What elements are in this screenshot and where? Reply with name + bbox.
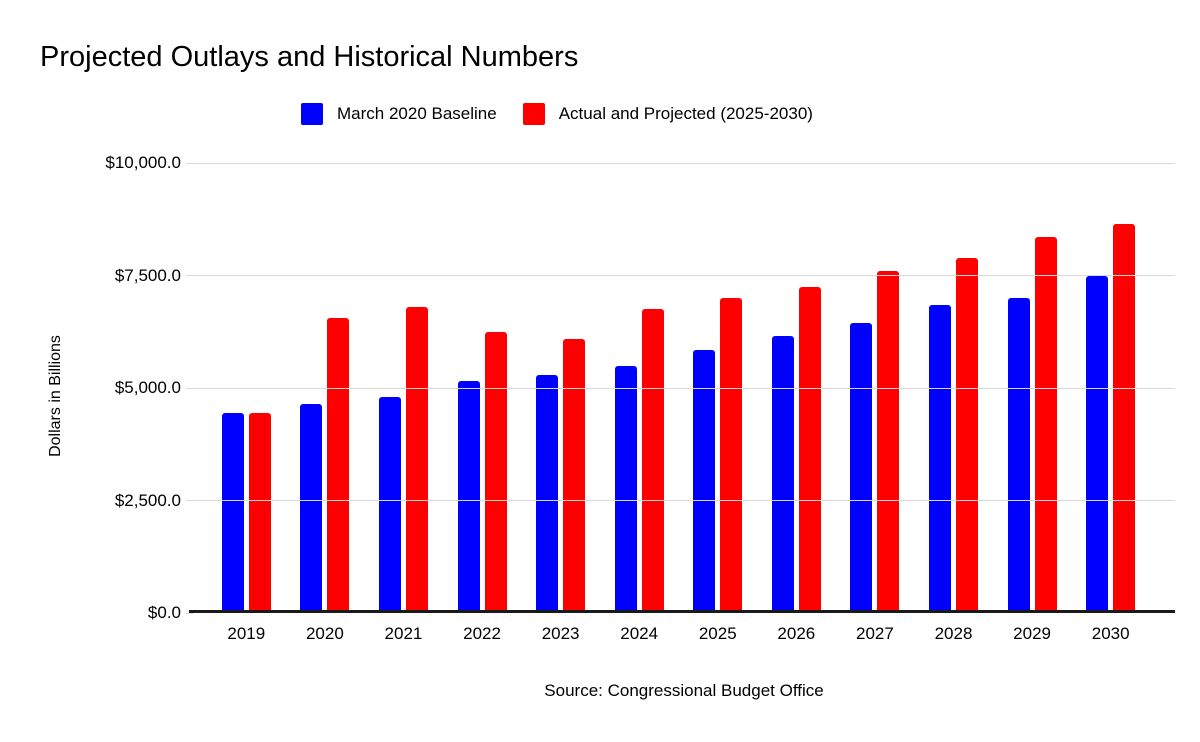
bar-2021-actual [405, 307, 428, 613]
x-tick-label-2028: 2028 [934, 624, 973, 643]
bar-2027-baseline [850, 322, 873, 613]
legend-label: Actual and Projected (2025-2030) [558, 104, 813, 123]
bar-2020-actual [327, 318, 350, 613]
bar-2025-baseline [693, 349, 716, 613]
legend: March 2020 Baseline Actual and Projected … [301, 103, 813, 125]
x-axis-line [189, 610, 1175, 613]
y-axis-labels: $0.0 $2,500.0 $5,000.0 $7,500.0 $10,000.0 [0, 0, 181, 742]
y-tick-mark [186, 500, 193, 501]
gridline [193, 162, 1175, 164]
bar-2024-actual [641, 309, 664, 613]
bar-group-2028 [914, 163, 993, 613]
bar-2020-baseline [300, 403, 323, 613]
bar-2022-actual [484, 331, 507, 613]
bar-group-2026 [757, 163, 836, 613]
x-tick-label-2024: 2024 [620, 624, 659, 643]
x-tick-label-2026: 2026 [777, 624, 816, 643]
bar-2029-baseline [1007, 298, 1030, 613]
x-tick-label-2022: 2022 [463, 624, 501, 643]
bar-group-2027 [836, 163, 915, 613]
chart-title: Projected Outlays and Historical Numbers [40, 41, 579, 73]
bar-2025-actual [720, 298, 743, 613]
y-tick-mark [186, 162, 193, 164]
y-axis-title: Dollars in Billions [47, 335, 64, 457]
plot-area [186, 162, 1175, 614]
x-tick-label-2027: 2027 [856, 624, 894, 643]
bar-2023-baseline [536, 374, 559, 613]
y-tick-label: $2,500.0 [114, 490, 181, 510]
bar-2023-actual [563, 338, 586, 613]
legend-item-0: March 2020 Baseline [301, 103, 497, 125]
source-note: Source: Congressional Budget Office [544, 681, 824, 700]
y-tick-label: $0.0 [147, 603, 181, 622]
x-tick-label-2020: 2020 [305, 624, 344, 643]
bar-group-2019 [207, 163, 286, 613]
x-tick-label-2023: 2023 [541, 624, 580, 643]
bar-group-2022 [443, 163, 522, 613]
x-tick-label-2025: 2025 [698, 624, 737, 643]
bar-2030-baseline [1086, 275, 1109, 613]
y-tick-mark [186, 387, 193, 389]
bar-2030-actual [1113, 223, 1136, 613]
bars-row [207, 163, 1150, 613]
bar-2028-baseline [928, 304, 951, 613]
bar-2019-baseline [221, 412, 244, 613]
x-tick-label-2019: 2019 [227, 624, 266, 643]
x-axis-labels: 2019 2020 2021 2022 2023 2024 2025 2026 2027 2028… [207, 624, 1150, 644]
x-tick-label-2021: 2021 [384, 624, 423, 643]
bar-2019-actual [248, 412, 271, 613]
y-tick-mark [186, 275, 193, 276]
bar-2029-actual [1034, 237, 1057, 613]
bar-2022-baseline [457, 381, 480, 613]
y-tick-mark [186, 612, 193, 614]
legend-label: March 2020 Baseline [337, 104, 497, 123]
x-tick-label-2030: 2030 [1091, 624, 1130, 643]
bar-group-2020 [286, 163, 365, 613]
y-tick-label: $5,000.0 [114, 378, 181, 397]
legend-swatch-icon [522, 103, 545, 125]
bar-2028-actual [955, 257, 978, 613]
bar-2021-baseline [378, 397, 401, 613]
bar-2026-actual [798, 286, 821, 613]
bar-2027-actual [877, 271, 900, 613]
gridline [193, 500, 1175, 501]
y-tick-label: $10,000.0 [105, 153, 181, 172]
gridline [193, 275, 1175, 276]
bar-group-2025 [678, 163, 757, 613]
bar-group-2030 [1071, 163, 1150, 613]
x-tick-label-2029: 2029 [1013, 624, 1051, 643]
bar-group-2024 [600, 163, 679, 613]
legend-item-1: Actual and Projected (2025-2030) [522, 103, 813, 125]
legend-swatch-icon [301, 103, 323, 125]
bar-2026-baseline [771, 336, 794, 613]
bar-group-2023 [521, 163, 600, 613]
y-tick-label: $7,500.0 [114, 265, 181, 285]
bar-group-2021 [364, 163, 443, 613]
gridline [193, 387, 1175, 389]
bar-group-2029 [993, 163, 1072, 613]
bar-2024-baseline [614, 365, 637, 613]
